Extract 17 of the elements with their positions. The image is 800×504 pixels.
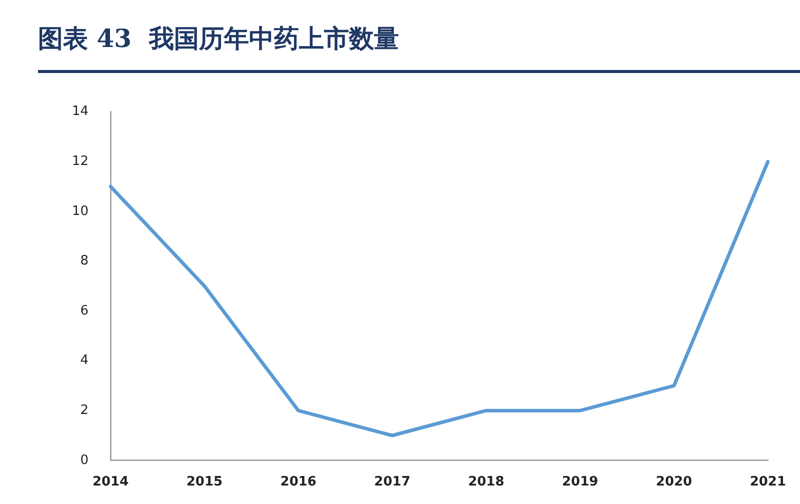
chart-title: 图表 43 我国历年中药上市数量: [38, 23, 399, 55]
x-tick-label: 2019: [562, 474, 598, 490]
y-tick-label: 10: [72, 204, 89, 219]
y-tick-label: 0: [80, 452, 89, 468]
y-tick-label: 4: [80, 353, 89, 368]
x-tick-label: 2014: [92, 474, 129, 490]
y-tick-label: 2: [80, 402, 89, 418]
x-tick-label: 2016: [280, 474, 316, 490]
x-tick-label: 2018: [468, 474, 504, 490]
x-tick-label: 2021: [750, 474, 786, 490]
x-tick-label: 2020: [656, 474, 692, 490]
y-tick-label: 12: [72, 154, 89, 169]
y-tick-label: 8: [80, 254, 89, 269]
x-tick-label: 2015: [186, 474, 223, 490]
y-tick-label: 14: [72, 104, 89, 120]
y-tick-label: 6: [80, 303, 89, 318]
x-tick-label: 2017: [374, 474, 410, 490]
